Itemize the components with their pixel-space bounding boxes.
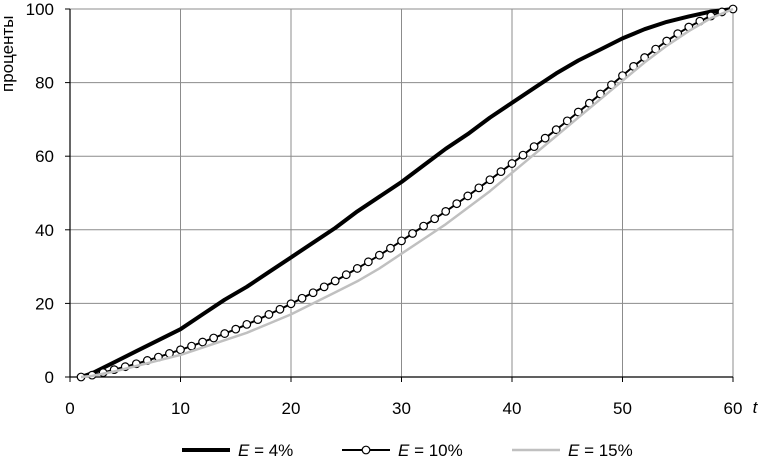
x-tick-label: 40 [503,399,522,418]
data-point [330,276,340,286]
data-point [562,116,572,126]
data-point [463,191,473,201]
data-point [198,337,208,347]
axes [65,8,734,382]
data-point [540,133,550,143]
x-tick-label: 0 [65,399,74,418]
data-point [209,333,219,343]
data-point [242,319,252,329]
data-point [187,341,196,351]
data-point [441,206,451,216]
data-point [375,250,384,260]
y-tick-label: 100 [26,0,54,19]
x-tick-label: 50 [613,399,632,418]
legend-label-variable: E [238,441,250,458]
tick-labels: 0 10 20 30 40 50 60 0 20 40 60 80 100 [26,0,743,418]
y-tick-label: 40 [35,221,54,240]
data-point [363,257,373,267]
legend-label-value: = 4% [249,441,293,458]
data-point [529,142,539,152]
data-point [231,324,241,334]
data-point [485,175,495,185]
data-point [551,125,561,135]
data-point [286,299,296,309]
data-point [430,214,440,224]
series-line-3 [80,7,734,379]
y-tick-label: 60 [35,147,54,166]
series-line-1 [80,7,734,379]
x-tick-label: 60 [724,399,743,418]
x-tick-label: 20 [282,399,301,418]
data-point [507,159,517,168]
legend: E = 4% E = 10% E = 15% [182,441,633,458]
data-point [176,345,185,355]
legend-marker [361,445,371,455]
y-tick-label: 80 [35,74,54,93]
legend-label-value: = 10% [409,441,462,458]
x-axis-title: t [753,398,759,417]
legend-label-3: E = 15% [568,441,633,458]
data-point [253,315,263,324]
data-point [474,183,484,193]
legend-label-2: E = 10% [398,441,463,458]
series-lines [76,4,738,382]
data-point [397,236,406,246]
data-point [352,264,362,273]
legend-label-1: E = 4% [238,441,293,458]
gridlines [70,8,734,377]
data-point [573,107,583,117]
data-point [341,270,351,280]
x-tick-label: 30 [392,399,411,418]
y-tick-label: 20 [35,294,54,313]
data-point [408,229,417,238]
x-tick-label: 10 [171,399,190,418]
data-point [386,243,395,253]
legend-label-variable: E [398,441,410,458]
data-point [275,304,285,314]
data-point [264,310,274,319]
data-point [220,329,230,338]
y-axis-title: проценты [0,15,17,92]
legend-label-value: = 15% [579,441,632,458]
data-point [452,199,462,209]
data-point [496,167,506,177]
data-point [518,150,528,160]
data-point [319,282,329,292]
y-tick-label: 0 [45,368,54,387]
data-point [308,288,318,298]
legend-label-variable: E [568,441,580,458]
data-point [297,293,307,303]
data-point [419,221,429,231]
